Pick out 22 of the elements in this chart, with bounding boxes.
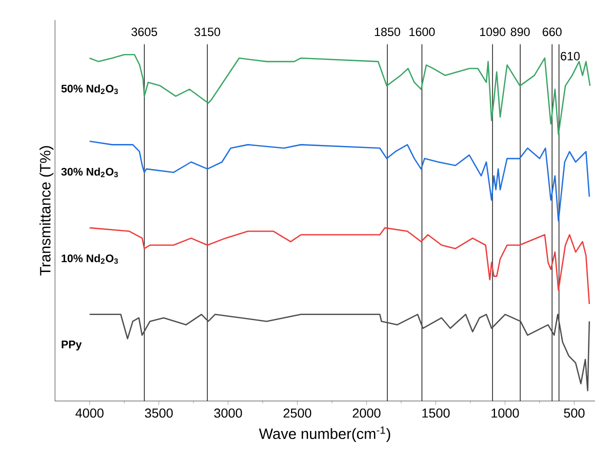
x-tick-label: 3500 xyxy=(144,408,173,418)
x-tick-label: 4000 xyxy=(76,408,104,418)
ref-line-label: 890 xyxy=(510,28,530,36)
ref-line-label: 1600 xyxy=(410,28,435,36)
x-tick-label: 3000 xyxy=(214,408,242,418)
text: 30% Nd$_{2}$O$_{3}$ xyxy=(61,168,118,178)
text: 50% Nd$_{2}$O$_{3}$ xyxy=(61,84,118,94)
x-tick-label: 2500 xyxy=(284,408,312,418)
x-tick-label: 500 xyxy=(564,408,585,418)
x-tick-label: 2000 xyxy=(352,408,380,418)
text: PPy xyxy=(62,340,82,350)
y-axis-title: Transmittance (T%) xyxy=(40,146,54,276)
ref-line-label: 610 xyxy=(560,52,580,60)
x-tick-label: 1500 xyxy=(422,408,450,418)
ref-line-label: 3605 xyxy=(131,28,158,36)
ref-line-label: 660 xyxy=(542,28,562,36)
text: 10% Nd$_{2}$O$_{3}$ xyxy=(62,254,118,264)
ref-line-label: 3150 xyxy=(194,28,220,36)
x-axis-title: Wave number(cm$^{-1}$) xyxy=(258,426,390,442)
ref-line-label: 1850 xyxy=(374,28,400,36)
x-tick-label: 1000 xyxy=(492,408,519,418)
ref-line-label: 1090 xyxy=(480,28,506,36)
